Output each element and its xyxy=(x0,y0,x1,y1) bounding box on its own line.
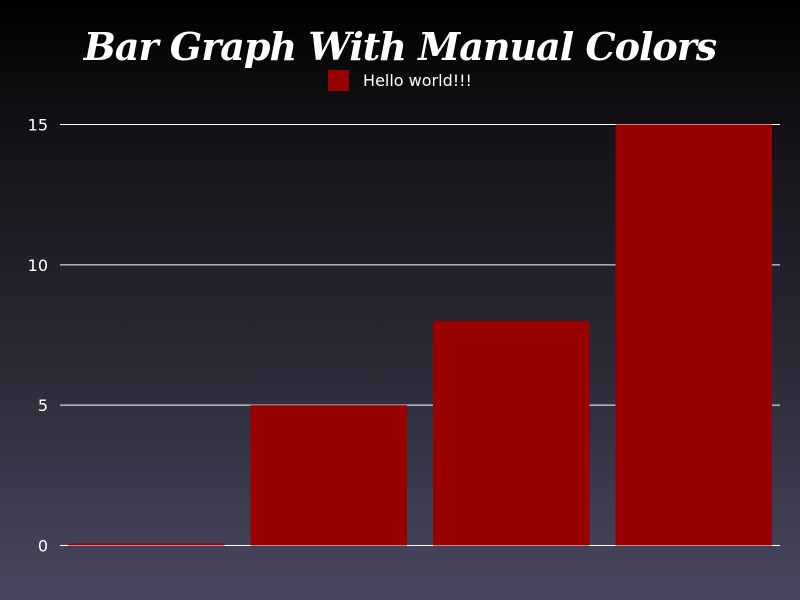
y-tick-label-0: 0 xyxy=(38,537,48,556)
bar-2 xyxy=(433,320,590,546)
tick-layer: 0 5 10 15 xyxy=(28,116,48,556)
bar-0 xyxy=(68,543,225,546)
legend: Hello world!!! xyxy=(0,70,800,91)
bar-3 xyxy=(615,124,772,546)
y-tick-label-1: 5 xyxy=(38,396,48,415)
chart-title: Bar Graph With Manual Colors xyxy=(83,24,717,69)
bar-1 xyxy=(250,405,407,546)
bar-layer xyxy=(68,124,772,546)
legend-swatch xyxy=(328,70,350,91)
legend-label: Hello world!!! xyxy=(363,71,472,90)
y-tick-label-3: 15 xyxy=(28,116,48,135)
y-tick-label-2: 10 xyxy=(28,256,48,275)
